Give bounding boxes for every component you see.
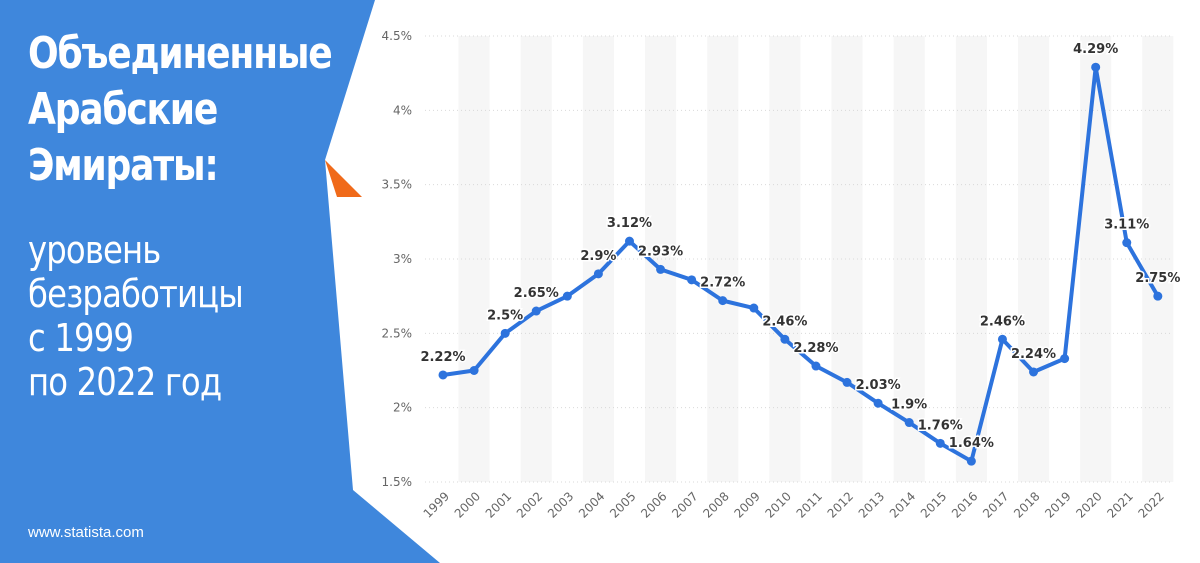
x-tick-label: 2008 [700, 489, 731, 520]
data-point [873, 398, 883, 408]
y-tick-label: 2% [393, 401, 412, 415]
subtitle-line-3: с 1999 [28, 316, 134, 360]
data-point [966, 456, 976, 466]
data-label: 2.72% [700, 276, 745, 291]
data-label: 2.93% [638, 244, 683, 259]
x-tick-label: 2009 [731, 489, 762, 520]
subtitle-line-1: уровень [28, 228, 161, 272]
data-label: 1.76% [918, 418, 963, 433]
title-line-1: Объединенные [28, 28, 333, 79]
data-label: 3.12% [607, 216, 652, 231]
x-tick-label: 2017 [980, 489, 1011, 520]
data-point [624, 236, 634, 246]
data-point [1153, 291, 1163, 301]
data-point [811, 361, 821, 371]
data-point [1091, 62, 1101, 72]
x-tick-label: 2011 [794, 489, 825, 520]
x-tick-label: 2006 [638, 489, 669, 520]
y-tick-label: 4.5% [382, 29, 413, 43]
page-subtitle: уровень безработицы с 1999 по 2022 год [28, 228, 244, 404]
blue-background-panel [0, 0, 440, 563]
data-label: 3.11% [1104, 218, 1149, 233]
data-label: 2.75% [1135, 271, 1180, 286]
x-tick-label: 2018 [1011, 489, 1042, 520]
data-point [780, 334, 790, 344]
title-line-2: Арабские [28, 84, 218, 135]
data-label: 2.28% [793, 341, 838, 356]
data-point [935, 438, 945, 448]
data-point [656, 264, 666, 274]
orange-accent-triangle [325, 160, 362, 197]
data-label: 2.46% [762, 314, 807, 329]
x-tick-label: 2002 [514, 489, 545, 520]
x-tick-label: 2013 [856, 489, 887, 520]
data-label: 2.03% [856, 378, 901, 393]
grid-band [582, 36, 614, 482]
source-link[interactable]: www.statista.com [28, 524, 144, 541]
data-label: 2.65% [514, 286, 559, 301]
subtitle-line-4: по 2022 год [28, 360, 222, 404]
x-tick-label: 2004 [576, 489, 607, 520]
data-point [562, 291, 572, 301]
x-tick-label: 2015 [918, 489, 949, 520]
data-point [531, 306, 541, 316]
subtitle-line-2: безработицы [28, 272, 244, 316]
x-tick-label: 2010 [763, 489, 794, 520]
x-tick-label: 2003 [545, 489, 576, 520]
x-tick-label: 2012 [825, 489, 856, 520]
y-tick-label: 1.5% [382, 475, 413, 489]
x-tick-label: 2014 [887, 489, 918, 520]
data-label: 1.9% [891, 398, 927, 413]
x-tick-label: 2007 [669, 489, 700, 520]
y-tick-label: 4% [393, 103, 412, 117]
data-label: 2.24% [1011, 347, 1056, 362]
data-point [749, 303, 759, 313]
data-label: 2.5% [487, 308, 523, 323]
data-point [438, 370, 448, 380]
data-label: 2.9% [580, 249, 616, 264]
x-tick-label: 2005 [607, 489, 638, 520]
data-point [469, 366, 479, 375]
y-tick-label: 2.5% [382, 326, 413, 340]
data-point [1122, 238, 1132, 248]
grid-band [769, 36, 801, 482]
data-label: 4.29% [1073, 42, 1118, 57]
data-label: 2.46% [980, 314, 1025, 329]
data-point [593, 269, 603, 279]
x-tick-label: 2022 [1135, 489, 1166, 520]
data-point [1060, 354, 1070, 364]
x-tick-label: 2021 [1104, 489, 1135, 520]
x-tick-label: 2020 [1073, 489, 1104, 520]
data-point [718, 296, 728, 306]
series-line [441, 65, 1160, 464]
data-point [500, 328, 510, 338]
data-point [997, 334, 1007, 344]
x-tick-label: 2016 [949, 489, 980, 520]
page-title: Объединенные Арабские Эмираты: [28, 26, 333, 194]
grid-band [458, 36, 490, 482]
x-tick-label: 2001 [483, 489, 514, 520]
x-tick-label: 2019 [1042, 489, 1073, 520]
y-tick-label: 3% [393, 252, 412, 266]
grid-band [1080, 36, 1112, 482]
data-point [1029, 367, 1039, 377]
title-line-3: Эмираты: [28, 140, 219, 191]
data-label: 1.64% [949, 436, 994, 451]
data-point [904, 418, 914, 428]
data-point [842, 377, 852, 387]
data-point [687, 275, 697, 285]
x-tick-label: 2000 [452, 489, 483, 520]
y-tick-label: 3.5% [382, 178, 413, 192]
x-tick-label: 1999 [421, 489, 452, 520]
data-label: 2.22% [420, 350, 465, 365]
